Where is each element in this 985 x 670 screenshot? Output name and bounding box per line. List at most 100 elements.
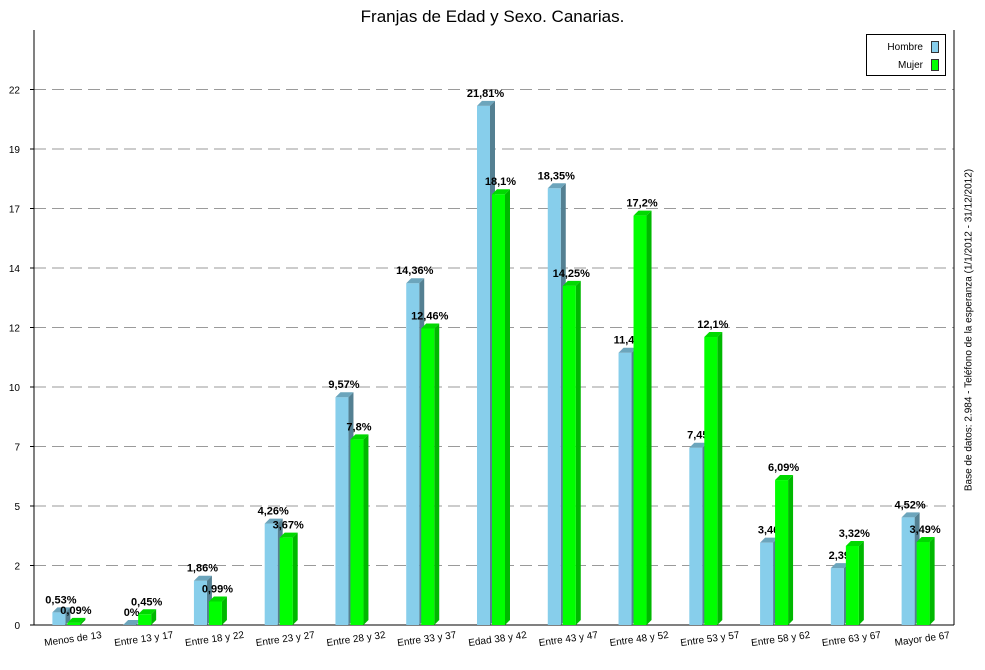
bar-hombre xyxy=(52,612,66,625)
bar-top-hombre xyxy=(264,518,283,524)
bar-hombre xyxy=(477,105,490,625)
data-label: 3,49% xyxy=(910,524,941,536)
bar-mujer xyxy=(208,601,222,625)
x-tick-label: Entre 48 y 52 xyxy=(609,630,670,649)
data-label: 18,35% xyxy=(538,170,576,182)
y-tick-label: 0 xyxy=(14,621,20,632)
bar-hombre xyxy=(760,542,774,625)
bar-top-mujer xyxy=(704,332,723,338)
bar-top-mujer xyxy=(916,536,935,542)
bar-mujer xyxy=(279,537,293,625)
bar-mujer xyxy=(845,545,859,625)
x-tick-label: Entre 13 y 17 xyxy=(114,630,175,649)
bar-hombre xyxy=(689,447,703,625)
bar-top-mujer xyxy=(775,475,794,481)
bar-side-mujer xyxy=(151,609,157,625)
chart-title: Franjas de Edad y Sexo. Canarias. xyxy=(360,7,625,26)
bar-mujer xyxy=(775,480,789,625)
bar-hombre xyxy=(830,568,844,625)
legend-label-hombre: Hombre xyxy=(887,41,923,53)
y-tick-label: 19 xyxy=(9,145,21,156)
bar-hombre xyxy=(901,517,915,625)
y-tick-label: 7 xyxy=(14,443,20,454)
bar-mujer xyxy=(562,285,576,625)
bar-side-mujer xyxy=(575,280,581,625)
bar-top-hombre xyxy=(52,607,71,613)
data-label: 7,45 xyxy=(687,430,708,442)
bar-top-hombre xyxy=(760,537,779,543)
x-tick-label: Entre 33 y 37 xyxy=(397,630,458,649)
x-tick-label: Entre 28 y 32 xyxy=(326,630,387,649)
bar-hombre xyxy=(547,188,561,625)
legend: Hombre Mujer xyxy=(866,34,946,76)
data-label: 12,46% xyxy=(411,310,449,322)
x-tick-label: Entre 18 y 22 xyxy=(184,630,245,649)
data-label: 0,09% xyxy=(60,605,91,617)
bar-hombre xyxy=(193,580,207,625)
legend-item-hombre: Hombre xyxy=(887,40,939,54)
bar-top-hombre xyxy=(547,183,566,189)
data-label: 2,39 xyxy=(829,550,850,562)
y-tick-label: 2 xyxy=(14,562,20,573)
bar-side-mujer xyxy=(221,596,227,625)
bar-top-hombre xyxy=(901,512,920,518)
bar-top-hombre xyxy=(477,100,495,106)
bar-top-mujer xyxy=(67,617,86,623)
bar-hombre xyxy=(335,397,349,625)
data-label: 12,1% xyxy=(697,319,728,331)
bar-mujer xyxy=(350,439,364,625)
bar-top-hombre xyxy=(689,442,708,448)
data-label: 0,53% xyxy=(45,594,76,606)
data-label: 4,26% xyxy=(258,506,289,518)
data-label: 0,45% xyxy=(131,596,162,608)
bar-mujer xyxy=(704,337,718,625)
y-tick-label: 14 xyxy=(9,264,21,275)
bar-hombre xyxy=(406,283,420,625)
bar-mujer xyxy=(633,215,647,625)
x-tick-label: Entre 43 y 47 xyxy=(538,630,599,649)
y-tick-label: 17 xyxy=(9,205,21,216)
data-label: 14,25% xyxy=(553,268,591,280)
legend-swatch-mujer xyxy=(931,59,939,71)
bar-top-mujer xyxy=(208,596,227,602)
data-label: 0,99% xyxy=(202,583,233,595)
data-label: 3,67% xyxy=(273,520,304,532)
bar-hombre xyxy=(264,523,278,625)
bar-top-mujer xyxy=(845,540,864,546)
x-tick-label: Mayor de 67 xyxy=(894,630,951,649)
x-tick-label: Entre 53 y 57 xyxy=(680,630,741,649)
legend-swatch-hombre xyxy=(931,41,939,53)
legend-label-mujer: Mujer xyxy=(897,59,923,71)
data-label: 1,86% xyxy=(187,563,218,575)
y-tick-label: 5 xyxy=(14,502,20,513)
bar-side-mujer xyxy=(788,475,794,625)
data-label: 9,57% xyxy=(328,379,359,391)
data-label: 21,81% xyxy=(467,88,505,100)
bar-top-mujer xyxy=(421,323,440,329)
data-label: 17,2% xyxy=(626,198,657,210)
bar-top-hombre xyxy=(123,620,142,625)
bar-top-mujer xyxy=(562,280,581,286)
x-tick-label: Entre 58 y 62 xyxy=(751,630,812,649)
data-label: 0% xyxy=(124,607,140,619)
bar-top-hombre xyxy=(618,347,637,353)
bar-top-mujer xyxy=(350,434,369,440)
bar-mujer xyxy=(916,541,930,625)
bar-top-hombre xyxy=(406,278,425,284)
legend-item-mujer: Mujer xyxy=(898,58,939,72)
bar-mujer xyxy=(67,622,81,625)
y-tick-label: 12 xyxy=(9,324,21,335)
bar-top-hombre xyxy=(830,563,849,569)
data-label: 4,52% xyxy=(895,499,926,511)
bar-top-mujer xyxy=(492,189,510,195)
data-label: 7,8% xyxy=(346,421,371,433)
y-tick-label: 10 xyxy=(9,383,21,394)
bar-mujer xyxy=(138,614,152,625)
bar-hombre xyxy=(618,352,632,625)
x-tick-label: Edad 38 y 42 xyxy=(468,630,528,649)
data-label: 14,36% xyxy=(396,265,434,277)
bar-mujer xyxy=(492,194,505,625)
bar-side-mujer xyxy=(363,434,369,625)
y-tick-label: 22 xyxy=(9,86,21,97)
